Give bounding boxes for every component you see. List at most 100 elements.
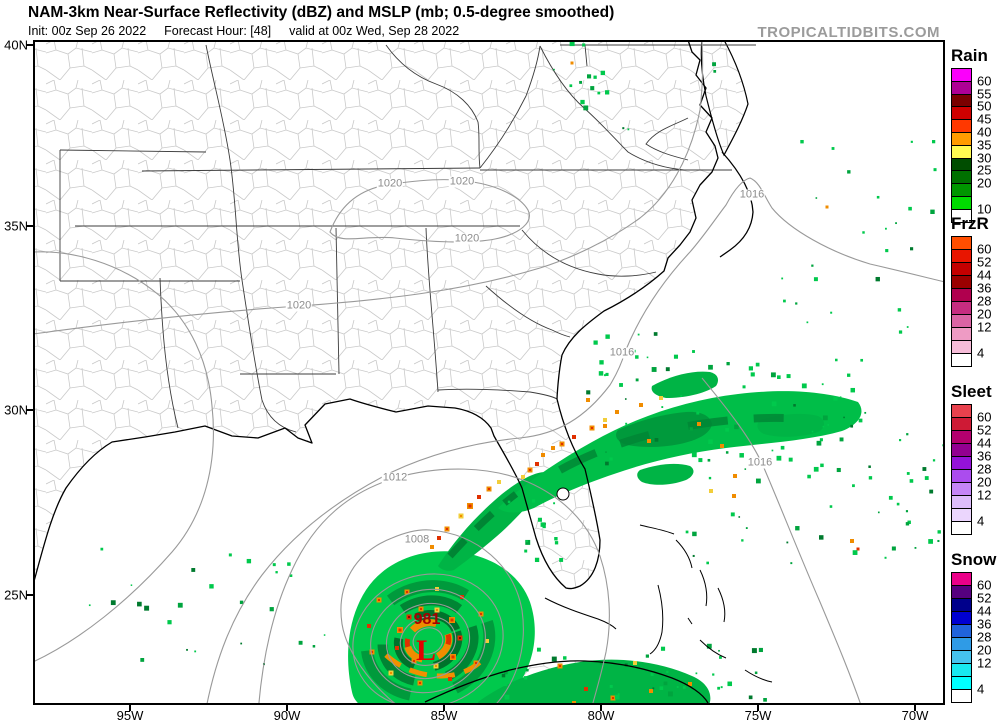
contour-label: 1020 bbox=[448, 175, 476, 188]
init-time: Init: 00z Sep 26 2022 bbox=[28, 24, 147, 38]
legend-tick-label: 28 bbox=[977, 293, 992, 309]
legend-cell bbox=[951, 404, 972, 418]
legend-tick-label: 36 bbox=[977, 448, 992, 464]
low-pressure-value: 981 bbox=[413, 611, 441, 628]
legend-cell bbox=[951, 301, 972, 315]
legend-title-snow: Snow bbox=[951, 550, 997, 569]
legend-cell bbox=[951, 80, 972, 95]
lon-label: 75W bbox=[744, 708, 772, 723]
legend-cell bbox=[951, 275, 972, 289]
legend-tick-label: 60 bbox=[977, 73, 992, 89]
legend-cell bbox=[951, 663, 972, 677]
contour-label: 1020 bbox=[376, 177, 404, 190]
lat-label: 25N bbox=[4, 587, 28, 603]
lon-tick bbox=[286, 705, 288, 711]
legend-cell bbox=[951, 208, 972, 223]
legend-title-rain: Rain bbox=[951, 46, 988, 65]
legend-cell bbox=[951, 650, 972, 664]
lon-label: 85W bbox=[430, 708, 458, 723]
valid-time: valid at 00z Wed, Sep 28 2022 bbox=[289, 24, 460, 38]
legend-tick-label: 50 bbox=[977, 98, 992, 114]
legend-cell bbox=[951, 106, 972, 121]
legend-tick-label: 52 bbox=[977, 590, 992, 606]
page-title: NAM-3km Near-Surface Reflectivity (dBZ) … bbox=[28, 4, 615, 21]
lat-tick bbox=[26, 409, 33, 411]
legend-cell bbox=[951, 314, 972, 328]
legend-tick-label: 25 bbox=[977, 162, 992, 178]
legend-tick-label: 60 bbox=[977, 241, 992, 257]
legend-tick-label: 4 bbox=[977, 345, 985, 361]
legend-tick-label: 52 bbox=[977, 254, 992, 270]
run-info: Init: 00z Sep 26 2022 Forecast Hour: [48]… bbox=[28, 24, 477, 38]
lat-tick bbox=[26, 594, 33, 596]
legend-cell bbox=[951, 637, 972, 651]
legend-cell bbox=[951, 482, 972, 496]
legend-cell bbox=[951, 443, 972, 457]
legend-cell bbox=[951, 353, 972, 367]
legend-cell bbox=[951, 598, 972, 612]
legend-cell bbox=[951, 611, 972, 625]
contour-label: 1008 bbox=[403, 533, 431, 546]
legend-tick-label: 4 bbox=[977, 513, 985, 529]
legend-cell bbox=[951, 456, 972, 470]
lon-tick bbox=[600, 705, 602, 711]
legend-tick-label: 44 bbox=[977, 435, 992, 451]
lat-tick bbox=[26, 225, 33, 227]
legend-tick-label: 36 bbox=[977, 280, 992, 296]
legend-cell bbox=[951, 249, 972, 263]
contour-label: 1020 bbox=[285, 299, 313, 312]
legend-cell bbox=[951, 340, 972, 354]
legend-title-frzr: FrzR bbox=[951, 214, 989, 233]
lat-label: 40N bbox=[4, 37, 28, 53]
mslp-contours bbox=[33, 40, 945, 705]
lon-label: 95W bbox=[116, 708, 144, 723]
legend-tick-label: 20 bbox=[977, 306, 992, 322]
legend-cell bbox=[951, 430, 972, 444]
contour-label: 1020 bbox=[453, 232, 481, 245]
legend-tick-label: 12 bbox=[977, 319, 992, 335]
legend-cell bbox=[951, 508, 972, 522]
lon-label: 80W bbox=[587, 708, 615, 723]
legend-tick-label: 60 bbox=[977, 409, 992, 425]
legend-tick-label: 12 bbox=[977, 487, 992, 503]
legend-tick-label: 52 bbox=[977, 422, 992, 438]
legend-cell bbox=[951, 262, 972, 276]
legend-title-sleet: Sleet bbox=[951, 382, 992, 401]
lon-tick bbox=[757, 705, 759, 711]
legend-tick-label: 55 bbox=[977, 86, 992, 102]
legend-tick-label: 44 bbox=[977, 603, 992, 619]
lat-label: 35N bbox=[4, 218, 28, 234]
low-symbol: L bbox=[415, 634, 437, 667]
legend-cell bbox=[951, 196, 972, 210]
legend-tick-label: 4 bbox=[977, 681, 985, 697]
legend-tick-label: 45 bbox=[977, 111, 992, 127]
legend-cell bbox=[951, 119, 972, 133]
legend-cell bbox=[951, 183, 972, 197]
lon-label: 70W bbox=[901, 708, 929, 723]
legend-cell bbox=[951, 572, 972, 586]
contour-label: 1012 bbox=[381, 471, 409, 484]
legend-cell bbox=[951, 157, 972, 172]
contour-label: 1016 bbox=[738, 188, 766, 201]
forecast-hour: Forecast Hour: [48] bbox=[164, 24, 272, 38]
legend-tick-label: 20 bbox=[977, 642, 992, 658]
legend-tick-label: 28 bbox=[977, 461, 992, 477]
lon-tick bbox=[443, 705, 445, 711]
legend-tick-label: 20 bbox=[977, 474, 992, 490]
legend-tick-label: 60 bbox=[977, 577, 992, 593]
legend-cell bbox=[951, 689, 972, 703]
coastlines bbox=[33, 40, 773, 704]
legend-cell bbox=[951, 327, 972, 341]
legend-tick-label: 36 bbox=[977, 616, 992, 632]
contour-label: 1016 bbox=[608, 346, 636, 359]
lon-tick bbox=[914, 705, 916, 711]
legend-cell bbox=[951, 93, 972, 108]
lon-label: 90W bbox=[273, 708, 301, 723]
lon-tick bbox=[129, 705, 131, 711]
legend-cell bbox=[951, 132, 972, 146]
legend-tick-label: 10 bbox=[977, 201, 992, 217]
lat-tick bbox=[26, 44, 33, 46]
legend-tick-label: 30 bbox=[977, 150, 992, 166]
legend-cell bbox=[951, 144, 972, 159]
